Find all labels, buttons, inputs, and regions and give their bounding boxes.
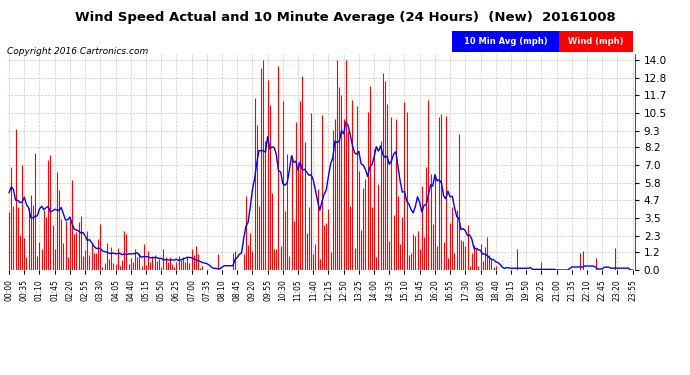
Text: Wind Speed Actual and 10 Minute Average (24 Hours)  (New)  20161008: Wind Speed Actual and 10 Minute Average … [75, 11, 615, 24]
Text: 10 Min Avg (mph): 10 Min Avg (mph) [464, 37, 547, 46]
Text: Copyright 2016 Cartronics.com: Copyright 2016 Cartronics.com [7, 47, 148, 56]
Text: Wind (mph): Wind (mph) [569, 37, 624, 46]
